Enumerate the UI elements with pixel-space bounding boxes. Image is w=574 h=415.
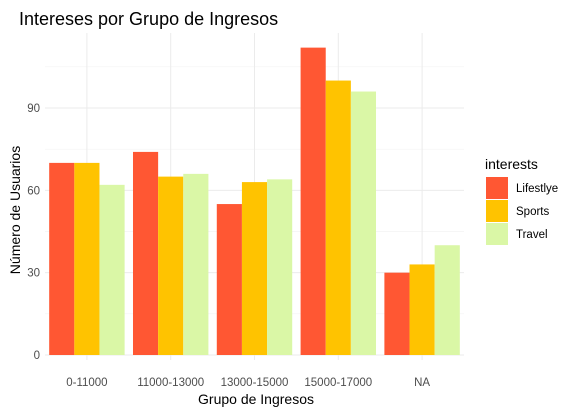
- bar: [241, 182, 268, 355]
- y-tick-label: 60: [27, 185, 40, 197]
- legend-swatch: [486, 223, 508, 245]
- legend-label: Travel: [516, 229, 548, 241]
- bar: [350, 91, 377, 356]
- x-tick-label: 15000-17000: [304, 377, 372, 389]
- chart-title: Intereses por Grupo de Ingresos: [19, 9, 278, 29]
- bar: [74, 162, 100, 355]
- x-tick-label: 11000-13000: [137, 377, 204, 389]
- bar: [267, 179, 293, 355]
- y-axis-title: Número de Usuarios: [7, 146, 23, 274]
- bar: [183, 173, 209, 355]
- y-ticks: 0 30 60 90: [27, 103, 40, 362]
- bar: [216, 204, 242, 355]
- bars: [49, 47, 460, 356]
- x-tick-label: NA: [414, 377, 430, 389]
- bar: [409, 264, 435, 355]
- bar: [158, 176, 184, 355]
- y-tick-label: 30: [27, 268, 40, 280]
- x-tick-label: 13000-15000: [221, 377, 289, 389]
- x-tick-label: 0-11000: [66, 377, 107, 389]
- bar: [99, 184, 125, 355]
- legend: interests Lifestlye Sports Travel: [485, 156, 558, 245]
- legend-title: interests: [485, 156, 538, 172]
- bar: [300, 47, 326, 355]
- bar: [384, 272, 410, 355]
- y-tick-label: 90: [27, 103, 40, 115]
- legend-swatch: [486, 177, 508, 199]
- legend-swatch: [486, 200, 508, 222]
- bar: [325, 80, 351, 356]
- bar: [49, 162, 75, 355]
- y-tick-label: 0: [34, 350, 40, 362]
- bar: [434, 245, 460, 355]
- x-axis-title: Grupo de Ingresos: [198, 391, 314, 407]
- x-ticks: 0-11000 11000-13000 13000-15000 15000-17000…: [66, 377, 430, 389]
- legend-label: Sports: [516, 206, 549, 218]
- bar: [132, 151, 159, 355]
- legend-label: Lifestlye: [516, 183, 558, 195]
